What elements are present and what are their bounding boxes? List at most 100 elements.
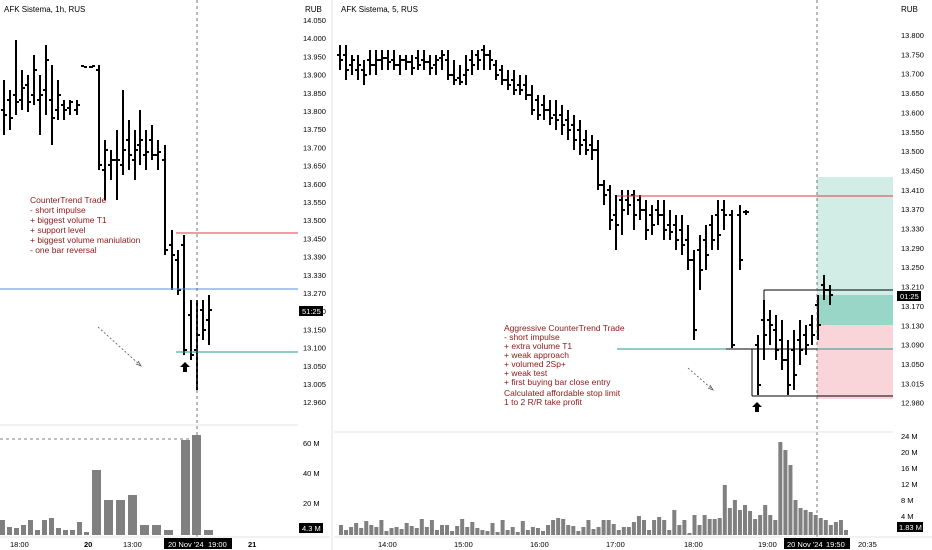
right-volume-bar [591,529,596,535]
right-ohlc-bar [643,200,649,240]
right-price-axis[interactable]: 13.800 13.750 13.700 13.650 13.600 13.550 13.5… [901,31,924,408]
left-ohlc-bar [55,80,61,120]
left-volume-bar [35,530,40,535]
right-ohlc-bar [797,320,803,365]
right-ohlc-bar [655,200,661,225]
left-price-tick: 13.900 [303,71,326,80]
right-volume-bar [465,527,470,535]
right-ohlc-bar [355,55,361,80]
right-ohlc-bar [385,50,391,70]
take-profit-filled-zone [817,295,893,325]
left-ohlc-bar [61,100,67,120]
right-ohlc-bar [439,50,445,70]
right-ohlc-bar [703,225,709,270]
left-volume-bar [192,435,201,535]
right-ohlc-bar [595,140,601,190]
right-volume-bar [510,527,515,535]
right-volume-bar [778,442,783,535]
left-volume-bar [42,520,47,535]
left-price-tick: 13.500 [303,216,326,225]
left-volume-bar [116,500,125,535]
left-ohlc-bar [137,110,143,165]
right-price-tick: 13.015 [901,379,924,388]
right-volume-bar [364,521,369,535]
left-ohlc-bar [188,300,194,360]
left-ohlc-bar [67,100,73,115]
right-volume-bar [596,527,601,535]
left-ohlc-bar [162,145,168,255]
right-ohlc-bar [809,315,815,345]
right-volume-bar [495,532,500,535]
right-volume-bar [475,528,480,535]
right-volume-bar [763,505,768,535]
right-volume-bar [823,520,828,535]
right-volume-bar [732,500,737,535]
left-volume-bars [0,435,213,535]
right-volume-bar [748,511,753,535]
left-volume-bar [28,520,33,535]
right-ohlc-bar [553,100,559,130]
right-volume-bar [384,531,389,535]
right-ohlc-bar [349,55,355,75]
right-volume-tag [897,522,923,532]
right-volume-bar [707,519,712,535]
right-ohlc-bar [649,205,655,235]
right-ohlc-bar [737,205,743,270]
right-volume-bar [727,508,732,535]
left-ohlc-bar [181,235,187,355]
right-price-tick: 13.500 [901,147,924,156]
right-ohlc-bar [791,330,797,390]
right-volume-tick-24m: 24 M [901,432,918,441]
right-volume-bar [520,521,525,535]
left-volume-bar [70,530,75,535]
right-up-arrow-icon [752,402,762,412]
right-ohlc-bar [721,200,727,230]
right-ohlc-bar [715,200,721,250]
left-price-tick: 13.750 [303,125,326,134]
right-volume-bar [500,520,505,535]
left-ohlc-bar [143,130,149,170]
right-volume-bar [535,528,540,535]
right-ohlc-bar [409,55,415,75]
right-volume-bar [369,525,374,535]
right-volume-tick-16m: 16 M [901,464,918,473]
right-volume-bars [339,442,848,535]
left-time-label-20: 20 [84,540,92,549]
right-time-label-1800: 18:00 [684,540,703,549]
right-volume-bar [551,520,556,535]
right-volume-bar [652,520,657,535]
right-volume-bar [490,523,495,535]
left-volume-bar [63,530,68,535]
right-volume-bar [768,515,773,535]
right-volume-bar [813,515,818,535]
left-price-tick: 13.150 [303,325,326,334]
right-volume-bar [450,531,455,535]
right-time-label-1900: 19:00 [758,540,777,549]
left-volume-tag [299,523,323,533]
right-ohlc-bar [583,130,589,155]
right-price-tick: 13.050 [901,360,924,369]
right-volume-bar [566,525,571,535]
stop-loss-zone[interactable] [817,325,893,399]
right-volume-bar [601,520,606,535]
right-ohlc-bar [403,55,409,70]
left-volume-bar [0,520,5,535]
left-chart-panel[interactable]: AFK Sistema, 1h, RUS RUB 14.050 14.000 13.… [0,0,330,549]
right-price-tick: 13.600 [901,108,924,117]
left-price-tick: 13.650 [303,162,326,171]
right-symbol-title: AFK Sistema, 5, RUS [341,5,418,14]
right-ohlc-bar [631,190,637,230]
right-volume-tick-4m: 4 M [901,512,914,521]
left-volume-bar [104,500,113,535]
left-price-axis[interactable]: 14.050 14.000 13.950 13.900 13.850 13.800 13.7… [303,16,326,407]
right-chart-panel[interactable]: AFK Sistema, 5, RUS RUB 13.800 13.750 13.7… [334,0,932,549]
right-price-tick: 13.250 [901,263,924,272]
right-volume-bar [844,530,848,535]
left-price-tag-text: 51:25 [302,307,321,316]
left-ohlc-bar [43,45,49,115]
right-volume-bar [389,528,394,535]
right-price-bars [337,45,833,395]
left-ohlc-bar [96,65,102,170]
left-ohlc-bar [155,140,161,170]
